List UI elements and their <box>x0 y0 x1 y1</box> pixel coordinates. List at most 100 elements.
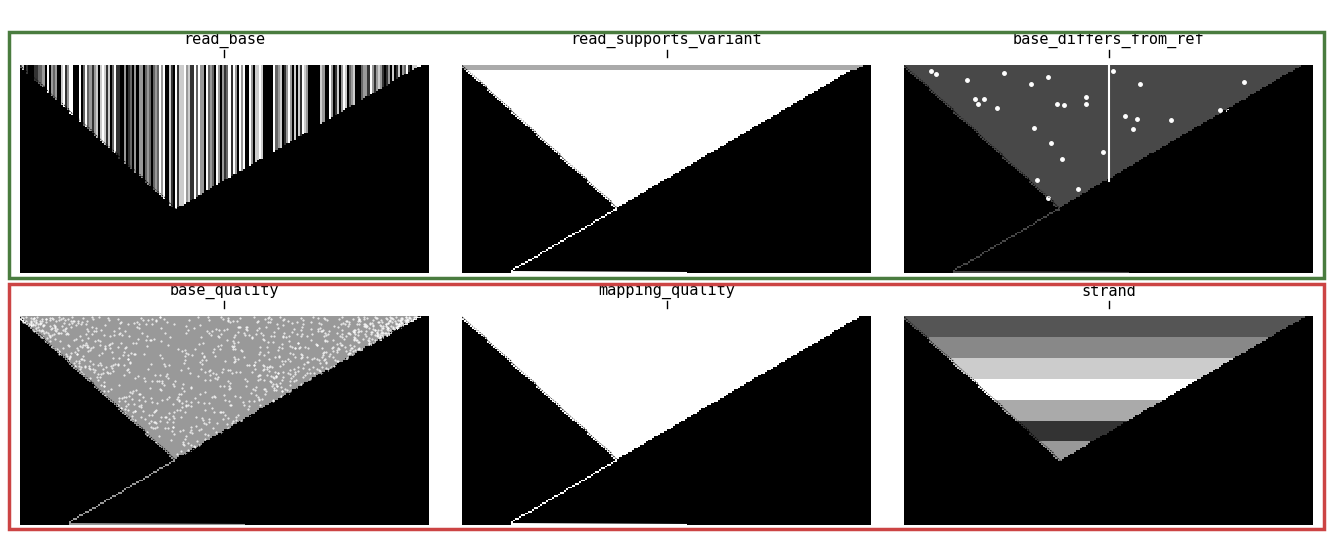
Bar <box>984 391 1176 393</box>
Bar <box>319 65 320 126</box>
Bar <box>219 65 220 184</box>
Bar <box>227 65 228 180</box>
Polygon shape <box>463 316 686 525</box>
Bar <box>1009 414 1140 415</box>
Bar <box>369 65 372 96</box>
Polygon shape <box>904 65 1129 273</box>
Bar <box>1025 427 1114 430</box>
Bar <box>335 65 337 117</box>
Bar <box>1021 424 1121 426</box>
Bar <box>1017 421 1126 423</box>
Bar <box>990 397 1168 398</box>
Bar <box>1057 459 1061 460</box>
Polygon shape <box>511 316 870 525</box>
Bar <box>463 67 858 68</box>
Bar <box>408 65 411 74</box>
Bar <box>157 65 159 193</box>
Bar <box>937 348 1249 349</box>
Bar <box>296 65 299 140</box>
Bar <box>1037 440 1094 441</box>
Bar <box>969 377 1201 379</box>
Bar <box>211 65 212 190</box>
Bar <box>159 65 161 195</box>
Bar <box>177 65 180 209</box>
Bar <box>925 335 1272 338</box>
Bar <box>115 65 116 154</box>
Bar <box>1053 453 1070 456</box>
Bar <box>323 65 324 124</box>
Bar <box>996 401 1160 403</box>
Bar <box>55 65 57 100</box>
Bar <box>284 65 285 147</box>
Bar <box>35 65 36 81</box>
Bar <box>304 65 307 134</box>
Bar <box>231 65 232 178</box>
Bar <box>953 361 1228 364</box>
Bar <box>253 65 255 164</box>
Text: base_quality: base_quality <box>169 283 279 299</box>
Bar <box>1010 415 1136 417</box>
Bar <box>311 65 312 131</box>
Bar <box>63 65 65 107</box>
Bar <box>976 382 1193 384</box>
Bar <box>400 65 403 77</box>
Bar <box>968 375 1202 377</box>
Bar <box>384 65 385 88</box>
Bar <box>85 65 88 128</box>
Bar <box>281 65 284 148</box>
Bar <box>357 65 360 103</box>
Bar <box>273 65 276 151</box>
Bar <box>904 318 1301 320</box>
Bar <box>201 65 204 195</box>
Bar <box>388 65 391 86</box>
Bar <box>419 65 421 67</box>
Bar <box>212 65 215 188</box>
Bar <box>84 65 85 126</box>
Bar <box>343 65 345 112</box>
Bar <box>368 65 369 96</box>
Bar <box>272 65 273 154</box>
Bar <box>151 65 153 188</box>
Bar <box>341 65 343 112</box>
Bar <box>992 398 1166 400</box>
Polygon shape <box>953 65 1313 273</box>
Bar <box>28 65 31 75</box>
Bar <box>104 65 105 145</box>
Bar <box>299 65 300 138</box>
Text: read_supports_variant: read_supports_variant <box>571 31 762 48</box>
Bar <box>339 65 341 114</box>
Bar <box>403 65 404 77</box>
Bar <box>908 322 1294 324</box>
Bar <box>215 65 216 187</box>
Bar <box>1044 445 1086 447</box>
Bar <box>124 65 127 164</box>
Bar <box>51 65 53 96</box>
Bar <box>315 65 316 128</box>
Bar <box>207 65 208 192</box>
Bar <box>960 368 1214 370</box>
Bar <box>964 372 1209 374</box>
Bar <box>392 65 395 82</box>
Bar <box>131 65 132 169</box>
Bar <box>337 65 339 115</box>
Bar <box>464 68 857 70</box>
Bar <box>1049 450 1076 452</box>
Bar <box>351 65 353 107</box>
Bar <box>263 65 265 159</box>
Bar <box>140 65 143 178</box>
Bar <box>978 384 1188 386</box>
Bar <box>377 65 380 91</box>
Bar <box>167 65 169 202</box>
Bar <box>904 316 1305 318</box>
Bar <box>365 65 368 98</box>
Bar <box>232 65 235 176</box>
Bar <box>135 65 136 173</box>
Bar <box>933 344 1256 346</box>
Polygon shape <box>20 65 245 273</box>
Polygon shape <box>463 65 862 273</box>
Bar <box>145 65 147 183</box>
Polygon shape <box>904 65 1305 273</box>
Bar <box>228 65 231 180</box>
Bar <box>385 65 388 86</box>
Bar <box>61 65 63 105</box>
